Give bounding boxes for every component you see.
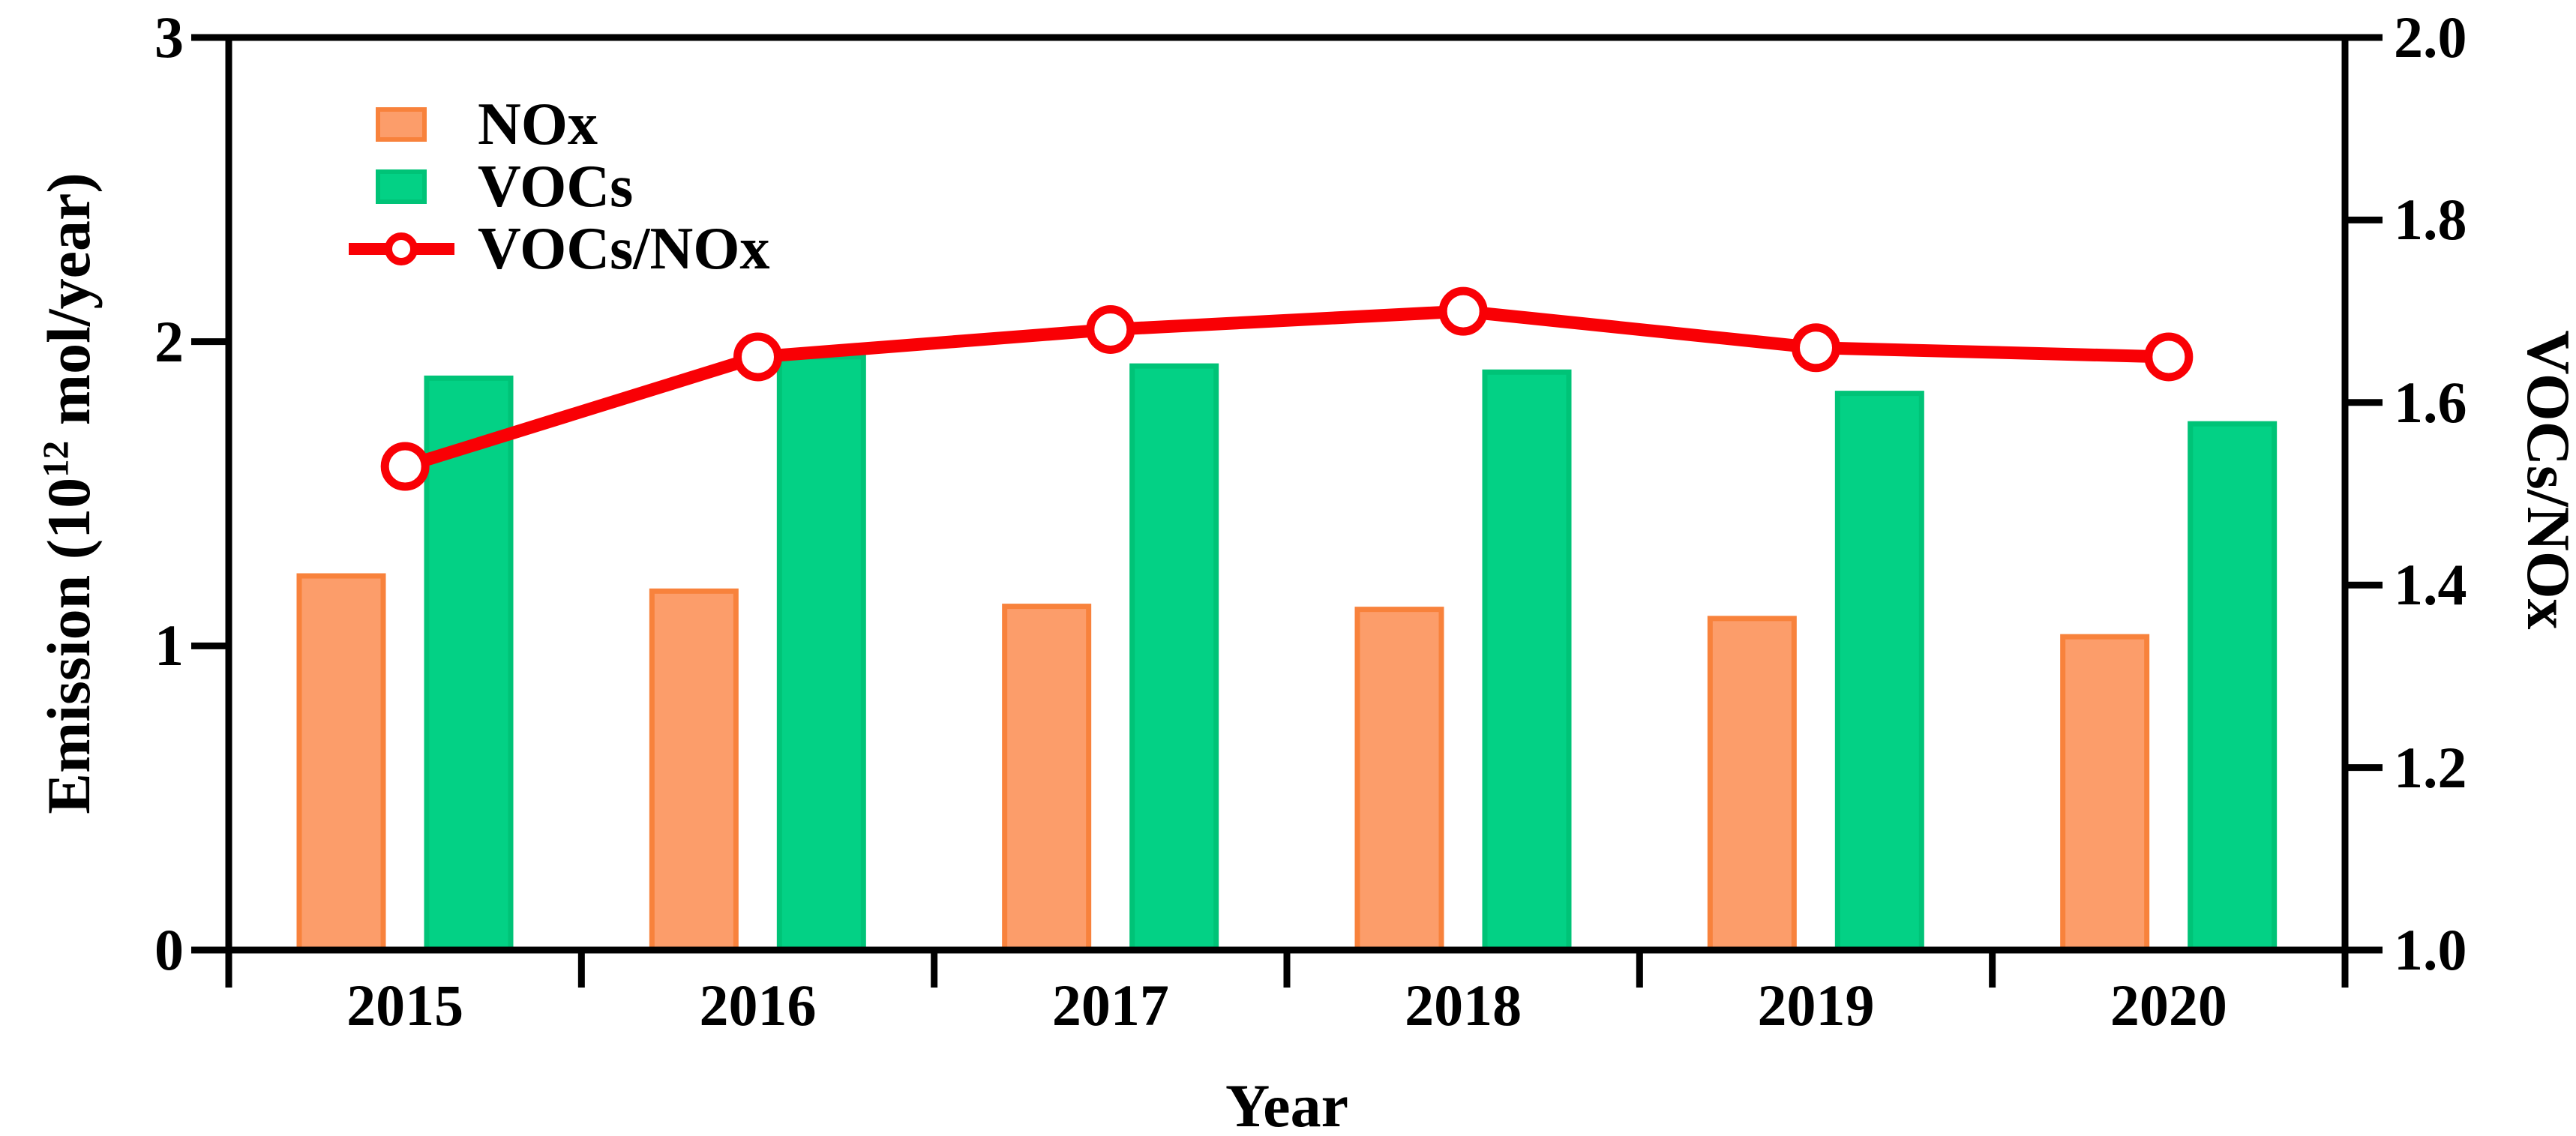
bar-vocs-2018 — [1482, 369, 1572, 953]
right-tick-label: 1.8 — [2394, 187, 2467, 253]
x-tick-label-2016: 2016 — [699, 973, 817, 1038]
bar-nox-2016 — [649, 588, 739, 953]
left-axis-title-sup: 12 — [34, 440, 76, 478]
x-tick-label-2017: 2017 — [1051, 973, 1169, 1038]
ratio-marker-2017 — [1086, 304, 1135, 354]
left-axis-title-text: Emission (10 — [34, 477, 103, 814]
legend-label-nox: NOx — [478, 91, 598, 157]
ratio-line-cell — [347, 232, 455, 265]
right-tick-label: 2.0 — [2394, 4, 2467, 70]
x-tick-label-2020: 2020 — [2110, 973, 2227, 1038]
left-tick-label: 3 — [154, 4, 184, 70]
right-tick-label: 1.2 — [2394, 734, 2467, 800]
ratio-marker-2019 — [1792, 323, 1840, 373]
x-tick-label-2015: 2015 — [346, 973, 464, 1038]
left-tick-label: 1 — [154, 613, 184, 679]
legend-item-vocs: VOCs — [347, 155, 770, 217]
ratio-circle-icon — [384, 232, 418, 265]
legend-label-ratio: VOCs/NOx — [478, 215, 770, 282]
ratio-marker-2018 — [1438, 286, 1488, 336]
legend-item-ratio: VOCs/NOx — [347, 217, 770, 280]
bar-nox-2019 — [1707, 616, 1797, 953]
bar-vocs-2017 — [1129, 363, 1219, 953]
x-tick-label-2019: 2019 — [1757, 973, 1875, 1038]
nox-swatch-icon — [376, 106, 427, 142]
vocs-swatch-cell — [347, 169, 455, 204]
plot-border — [225, 34, 2349, 954]
left-axis-title-suffix: mol/year) — [34, 172, 103, 441]
x-axis-title: Year — [1225, 1072, 1348, 1136]
bar-vocs-2015 — [424, 375, 514, 953]
bar-vocs-2016 — [776, 354, 866, 953]
x-tick-label-2018: 2018 — [1405, 973, 1522, 1038]
bar-nox-2020 — [2060, 634, 2150, 953]
bar-vocs-2019 — [1834, 391, 1924, 953]
ratio-marker-2016 — [733, 332, 782, 382]
left-tick-label: 2 — [154, 308, 184, 374]
right-tick-label: 1.6 — [2394, 369, 2467, 435]
nox-swatch-cell — [347, 106, 455, 142]
right-tick-label: 1.0 — [2394, 917, 2467, 982]
legend: NOx VOCs VOCs/NOx — [347, 93, 770, 280]
ratio-marker-2015 — [380, 442, 430, 491]
left-axis-title: Emission (1012 mol/year) — [34, 172, 104, 814]
bar-nox-2015 — [296, 573, 386, 953]
ratio-marker-2020 — [2144, 332, 2194, 382]
bar-nox-2018 — [1354, 607, 1444, 953]
ratio-line — [398, 304, 2176, 473]
bar-vocs-2020 — [2188, 421, 2278, 953]
right-tick-label: 1.4 — [2394, 552, 2467, 618]
vocs-swatch-icon — [376, 169, 427, 204]
ratio-line-icon — [348, 232, 454, 265]
left-tick-label: 0 — [154, 917, 184, 982]
legend-label-vocs: VOCs — [478, 153, 634, 220]
bar-nox-2017 — [1002, 604, 1092, 953]
legend-item-nox: NOx — [347, 93, 770, 155]
right-axis-title: VOCs/NOx — [2515, 330, 2576, 630]
